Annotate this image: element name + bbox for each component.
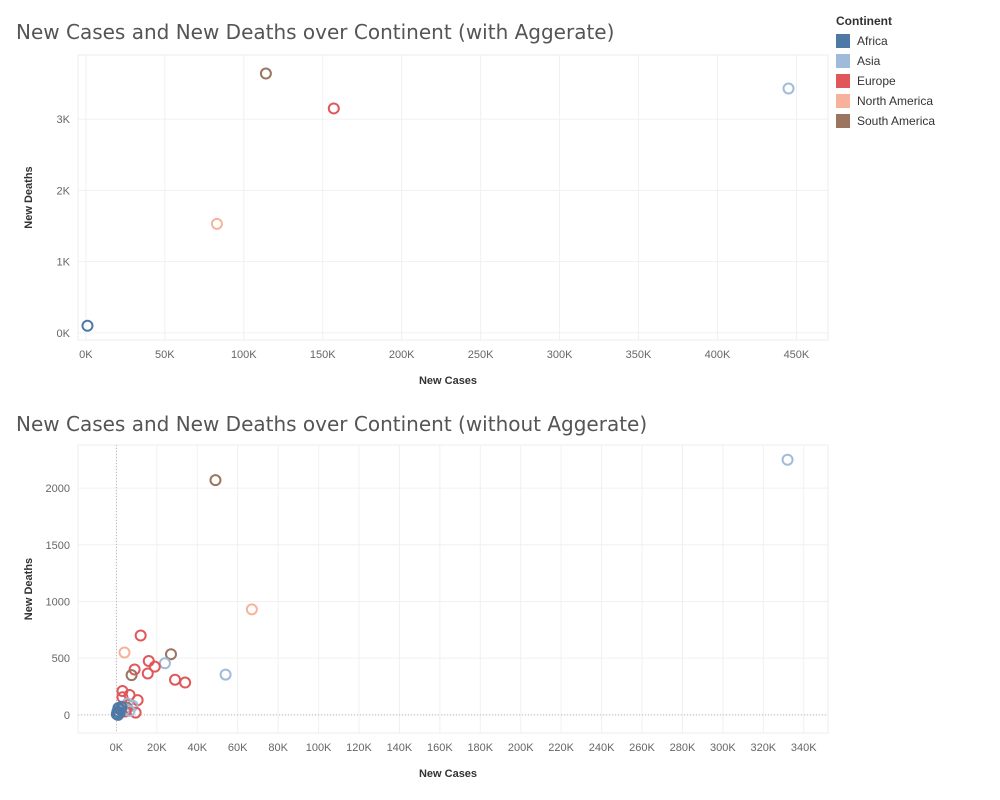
y-tick-label: 0 [64,710,70,722]
data-point-asia[interactable] [158,657,171,670]
x-tick-label: 180K [467,742,493,754]
data-point-europe[interactable] [169,673,182,686]
data-point-europe[interactable] [142,655,155,667]
x-tick-label: 50K [155,349,175,361]
x-tick-label: 120K [346,742,372,754]
x-tick-label: 260K [629,742,655,754]
data-point-north-america[interactable] [118,646,131,659]
data-point-south-america[interactable] [259,67,272,80]
x-tick-label: 0K [79,349,93,361]
y-tick-label: 0K [57,328,71,340]
x-axis-label: New Cases [419,768,477,780]
legend-label: North America [857,94,934,108]
legend: Continent Africa Asia Europe North America S… [836,14,935,131]
x-tick-label: 150K [310,349,336,361]
data-point-south-america[interactable] [125,669,138,682]
x-tick-label: 80K [268,742,288,754]
data-point-europe[interactable] [179,676,192,689]
data-point-asia[interactable] [219,668,232,681]
legend-swatch [836,54,850,68]
data-point-asia[interactable] [781,453,794,466]
x-tick-label: 200K [389,349,415,361]
legend-items: Africa Asia Europe North America South Ameri… [836,31,935,131]
data-point-africa[interactable] [81,319,94,332]
data-point-south-america[interactable] [209,474,222,487]
x-tick-label: 220K [548,742,574,754]
x-tick-label: 300K [547,349,573,361]
data-point-asia[interactable] [782,82,795,95]
x-tick-label: 400K [705,349,731,361]
data-point-europe[interactable] [141,667,154,680]
legend-title: Continent [836,14,892,28]
data-point-europe[interactable] [134,629,147,642]
x-tick-label: 140K [387,742,413,754]
y-axis-label: New Deaths [23,166,35,228]
x-tick-label: 280K [670,742,696,754]
legend-item-south-america[interactable]: South America [836,111,935,131]
scatter-plot-aggregate: 0K 50K 100K 150K 200K 250K 300K 350K 400K 450K 0K 1… [23,54,829,387]
y-axis-label: New Deaths [23,558,35,620]
x-tick-label: 160K [427,742,453,754]
legend-swatch [836,114,850,128]
x-tick-label: 350K [626,349,652,361]
legend-swatch [836,94,850,108]
x-tick-label: 200K [508,742,534,754]
legend-label: Asia [857,54,881,68]
data-point-north-america[interactable] [245,603,258,616]
legend-label: Europe [857,74,896,88]
x-tick-label: 60K [228,742,248,754]
x-axis-label: New Cases [419,375,477,387]
legend-label: South America [857,114,936,128]
x-tick-label: 450K [784,349,810,361]
y-tick-label: 2K [57,185,71,197]
chart-title: New Cases and New Deaths over Continent … [16,412,648,436]
x-tick-label: 320K [750,742,776,754]
legend-item-africa[interactable]: Africa [836,31,935,51]
legend-swatch [836,34,850,48]
legend-item-north-america[interactable]: North America [836,91,935,111]
data-point-europe[interactable] [327,102,340,115]
data-point-north-america[interactable] [210,217,223,230]
y-tick-label: 1K [57,257,71,269]
legend-item-europe[interactable]: Europe [836,71,935,91]
legend-swatch [836,74,850,88]
y-tick-label: 500 [52,653,70,665]
data-point-south-america[interactable] [164,648,177,661]
y-tick-label: 3K [57,114,71,126]
legend-item-asia[interactable]: Asia [836,51,935,71]
y-tick-label: 2000 [46,483,70,495]
x-tick-label: 100K [231,349,257,361]
y-tick-label: 1500 [46,540,70,552]
data-point-africa[interactable] [112,708,125,721]
data-point-europe[interactable] [128,663,141,676]
plot-area [77,444,829,734]
x-tick-label: 100K [306,742,332,754]
scatter-plot-no-aggregate: 0K 20K 40K 60K 80K 100K 120K 140K 160K 180K 200K 22… [23,444,829,780]
plot-area [77,54,829,341]
x-tick-label: 340K [791,742,817,754]
chart-title: New Cases and New Deaths over Continent … [16,20,615,44]
y-tick-label: 1000 [46,596,70,608]
data-point-europe[interactable] [148,660,161,673]
x-tick-label: 240K [589,742,615,754]
x-tick-label: 20K [147,742,167,754]
x-tick-label: 300K [710,742,736,754]
x-tick-label: 40K [187,742,207,754]
legend-label: Africa [857,34,888,48]
x-tick-label: 250K [468,349,494,361]
x-tick-label: 0K [110,742,124,754]
